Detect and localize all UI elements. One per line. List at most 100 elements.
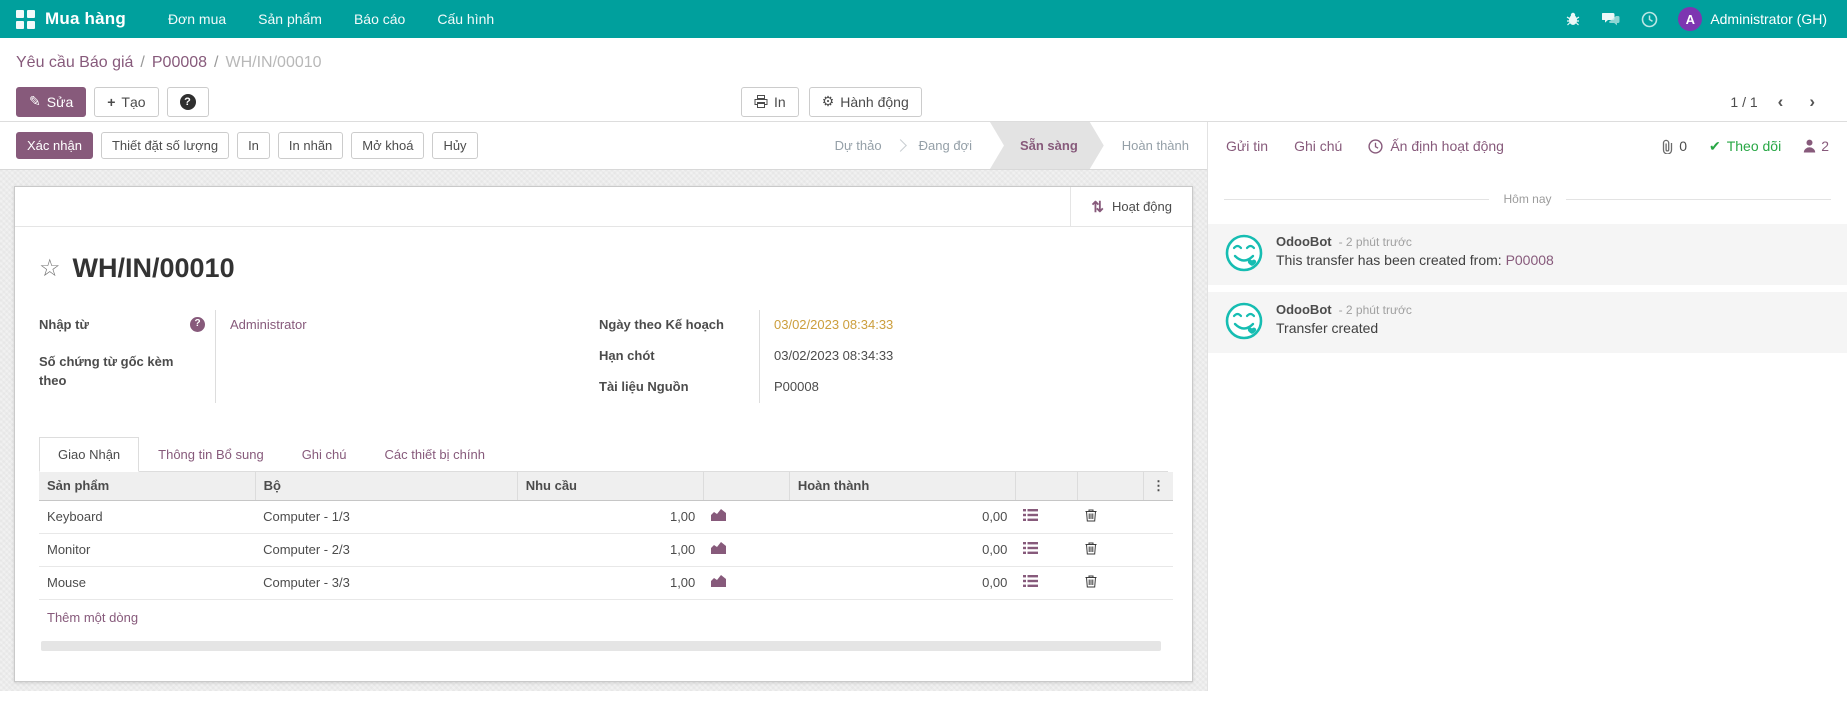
- set-quantities-button[interactable]: Thiết đặt số lượng: [100, 132, 230, 159]
- status-step-draft[interactable]: Dự thảo: [834, 138, 882, 153]
- cell-set[interactable]: Computer - 3/3: [255, 566, 518, 600]
- cell-set[interactable]: Computer - 2/3: [255, 533, 518, 567]
- favorite-star-icon[interactable]: ☆: [39, 254, 61, 282]
- activities-clock-icon[interactable]: [1632, 0, 1666, 38]
- edit-button[interactable]: ✎ Sửa: [16, 86, 87, 117]
- print-button[interactable]: In: [741, 86, 799, 117]
- breadcrumb-separator: /: [214, 54, 219, 71]
- form-sheet: ⇅ Hoạt động ☆ WH/IN/00010: [14, 186, 1193, 682]
- odoobot-avatar[interactable]: [1224, 301, 1264, 341]
- schedule-activity-link[interactable]: Ấn định hoạt động: [1368, 138, 1504, 154]
- tab-operations[interactable]: Giao Nhận: [39, 436, 140, 472]
- cell-demand[interactable]: 1,00: [517, 566, 704, 600]
- message-author[interactable]: OdooBot: [1276, 302, 1332, 317]
- apps-grid-icon[interactable]: [12, 4, 45, 35]
- table-row[interactable]: Keyboard Computer - 1/3 1,00 0,00: [39, 500, 1173, 534]
- statusbar: Xác nhận Thiết đặt số lượng In In nhãn M…: [0, 122, 1207, 170]
- message: OdooBot - 2 phút trước This transfer has…: [1208, 224, 1847, 285]
- print-picking-button[interactable]: In: [237, 132, 270, 159]
- message-record-link[interactable]: P00008: [1505, 252, 1554, 268]
- debug-bug-icon[interactable]: [1556, 0, 1590, 38]
- message: OdooBot - 2 phút trước Transfer created: [1208, 292, 1847, 353]
- origin-field-value: [215, 346, 599, 403]
- help-button[interactable]: ?: [166, 86, 209, 117]
- follow-button[interactable]: ✔ Theo dõi: [1708, 137, 1782, 155]
- user-menu[interactable]: A Administrator (GH): [1670, 7, 1835, 31]
- cell-set[interactable]: Computer - 1/3: [255, 500, 518, 534]
- cell-product[interactable]: Keyboard: [39, 500, 256, 534]
- send-message-button[interactable]: Gửi tin: [1226, 138, 1269, 154]
- col-header-done[interactable]: Hoàn thành: [788, 471, 1016, 501]
- date-divider-label: Hôm nay: [1503, 192, 1552, 206]
- table-row[interactable]: Mouse Computer - 3/3 1,00 0,00: [39, 566, 1173, 600]
- status-step-done[interactable]: Hoàn thành: [1121, 138, 1189, 153]
- breadcrumb-rfq-link[interactable]: Yêu cầu Báo giá: [16, 54, 134, 71]
- user-avatar: A: [1678, 7, 1703, 31]
- detailed-operations-list-icon[interactable]: [1023, 542, 1039, 555]
- pager-prev-icon[interactable]: ‹: [1777, 91, 1784, 111]
- unlock-button[interactable]: Mở khoá: [351, 132, 425, 159]
- delete-trash-icon[interactable]: [1085, 574, 1097, 588]
- optional-columns-icon[interactable]: ⋮: [1142, 471, 1173, 501]
- tab-additional-info[interactable]: Thông tin Bổ sung: [158, 446, 264, 462]
- scheduled-date-value: 03/02/2023 08:34:33: [759, 310, 1159, 341]
- status-pipeline: Dự thảo Đang đợi Sẵn sàng Hoàn thành: [817, 122, 1207, 169]
- cell-done[interactable]: 0,00: [789, 500, 1016, 534]
- breadcrumb-separator: /: [140, 54, 145, 71]
- pencil-icon: ✎: [29, 93, 41, 109]
- app-name[interactable]: Mua hàng: [45, 9, 126, 28]
- cell-done[interactable]: 0,00: [789, 533, 1016, 567]
- tab-note[interactable]: Ghi chú: [301, 446, 347, 462]
- breadcrumb-p00008-link[interactable]: P00008: [151, 54, 208, 71]
- delete-trash-icon[interactable]: [1085, 508, 1097, 522]
- detailed-operations-list-icon[interactable]: [1023, 575, 1039, 588]
- user-name: Administrator (GH): [1710, 11, 1827, 27]
- col-header-set[interactable]: Bộ: [254, 471, 518, 501]
- delete-trash-icon[interactable]: [1085, 541, 1097, 555]
- followers-button[interactable]: 2: [1803, 138, 1829, 154]
- followers-count: 2: [1821, 138, 1829, 154]
- action-button[interactable]: ⚙ Hành động: [808, 86, 922, 117]
- cell-done[interactable]: 0,00: [789, 566, 1016, 600]
- col-header-product[interactable]: Sản phẩm: [39, 471, 256, 501]
- cell-demand[interactable]: 1,00: [517, 500, 704, 534]
- forecast-chart-icon[interactable]: [711, 542, 727, 555]
- forecast-chart-icon[interactable]: [711, 575, 727, 588]
- message-author[interactable]: OdooBot: [1276, 234, 1332, 249]
- messages-chat-icon[interactable]: [1594, 0, 1628, 38]
- cancel-button[interactable]: Hủy: [432, 132, 478, 159]
- nav-item-cau-hinh[interactable]: Cấu hình: [437, 11, 495, 27]
- attachments-button[interactable]: 0: [1661, 138, 1687, 154]
- gear-icon: ⚙: [821, 93, 835, 109]
- table-row[interactable]: Monitor Computer - 2/3 1,00 0,00: [39, 533, 1173, 567]
- cell-product[interactable]: Mouse: [39, 566, 256, 600]
- partner-field-value[interactable]: Administrator: [215, 310, 599, 347]
- cell-product[interactable]: Monitor: [39, 533, 256, 567]
- detailed-operations-list-icon[interactable]: [1023, 509, 1039, 522]
- printer-icon: [754, 95, 768, 108]
- question-circle-icon: ?: [179, 93, 196, 110]
- message-text: Transfer created: [1276, 320, 1379, 336]
- nav-item-san-pham[interactable]: Sản phẩm: [258, 11, 322, 27]
- message-text: This transfer has been created from: P00…: [1276, 252, 1554, 268]
- notebook-tabs: Giao Nhận Thông tin Bổ sung Ghi chú Các …: [39, 436, 1168, 472]
- status-step-ready[interactable]: Sẵn sàng: [990, 122, 1104, 169]
- cell-demand[interactable]: 1,00: [517, 533, 704, 567]
- nav-item-don-mua[interactable]: Đơn mua: [167, 11, 227, 27]
- schedule-activity-button[interactable]: ⇅ Hoạt động: [1070, 187, 1192, 226]
- form-pane: Xác nhận Thiết đặt số lượng In In nhãn M…: [0, 122, 1207, 691]
- paperclip-icon: [1661, 139, 1674, 154]
- horizontal-scrollbar[interactable]: [41, 640, 1161, 651]
- odoobot-avatar[interactable]: [1224, 233, 1264, 273]
- pager-next-icon[interactable]: ›: [1809, 91, 1815, 111]
- validate-button[interactable]: Xác nhận: [16, 132, 93, 159]
- print-labels-button[interactable]: In nhãn: [277, 132, 344, 159]
- col-header-demand[interactable]: Nhu cầu: [516, 471, 704, 501]
- log-note-button[interactable]: Ghi chú: [1294, 138, 1343, 154]
- add-line-link[interactable]: Thêm một dòng: [47, 609, 139, 625]
- status-step-waiting[interactable]: Đang đợi: [918, 138, 972, 153]
- forecast-chart-icon[interactable]: [711, 509, 727, 522]
- nav-item-bao-cao[interactable]: Báo cáo: [353, 11, 406, 27]
- create-button[interactable]: + Tạo: [94, 86, 159, 117]
- tab-key-devices[interactable]: Các thiết bị chính: [384, 446, 485, 462]
